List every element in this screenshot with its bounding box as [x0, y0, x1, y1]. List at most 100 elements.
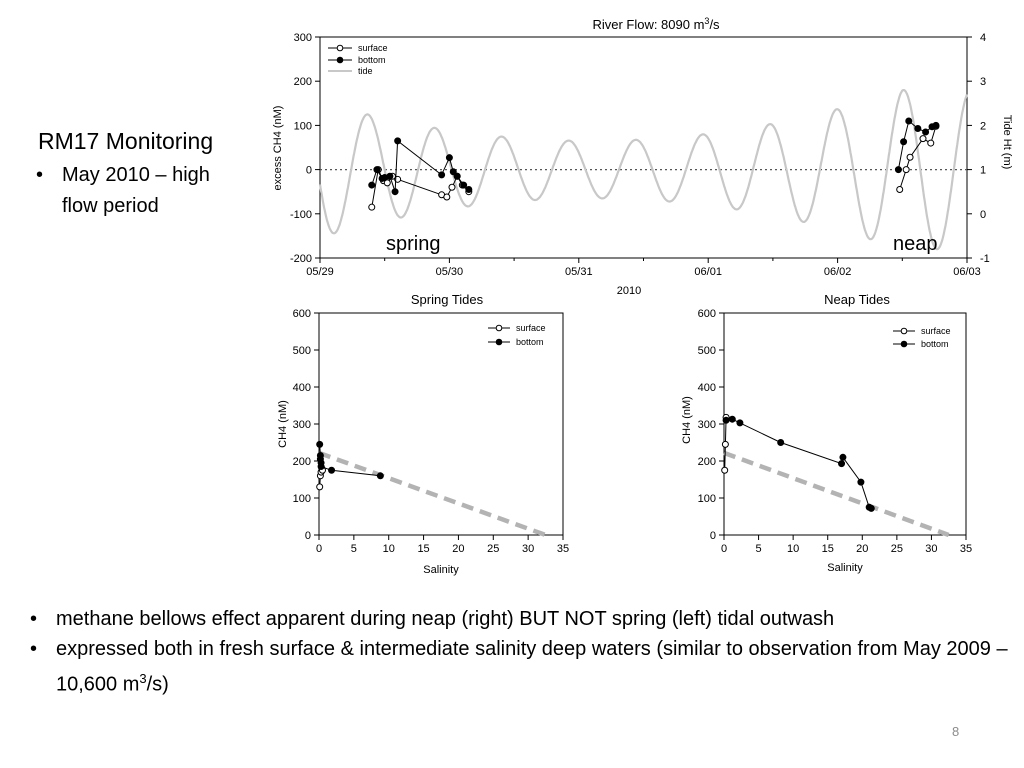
y-tick-label: -100: [290, 209, 312, 221]
chart1-title-suffix: /s: [709, 17, 720, 32]
y2-tick-label: 0: [980, 209, 986, 221]
y-tick-label: 300: [698, 419, 716, 431]
x-tick-label: 05/31: [565, 266, 593, 278]
bottom-point: [449, 168, 457, 176]
bottom-point: [316, 440, 324, 448]
x-tick-label: 10: [383, 543, 395, 555]
bottom-point: [394, 137, 402, 145]
y-tick-label: 0: [306, 165, 312, 177]
y-tick-label: 300: [293, 419, 311, 431]
y-tick-label: 200: [293, 456, 311, 468]
x-tick-label: 10: [787, 543, 799, 555]
bottom-point: [376, 472, 384, 480]
bottom-bullet-text-end: /s): [146, 673, 169, 696]
x-tick-label: 20: [856, 543, 868, 555]
x-tick-label: 25: [487, 543, 499, 555]
y-tick-label: 100: [293, 493, 311, 505]
chart2-legend: surface bottom: [488, 323, 546, 347]
spring-tides-chart: Spring Tides 0 5 10 15 20 25 30 35 0 100 200 300 400…: [277, 292, 569, 576]
legend-bottom-marker: [900, 340, 908, 348]
bottom-point: [894, 166, 902, 174]
chart3-ylabel: CH4 (nM): [681, 396, 693, 444]
bottom-bullet-text: methane bellows effect apparent during n…: [56, 608, 835, 630]
legend-surface-marker: [900, 327, 908, 335]
chart3-legend: surface bottom: [893, 326, 951, 349]
legend-surface-label: surface: [358, 43, 388, 53]
chart1-xlabel: 2010: [617, 285, 641, 297]
bottom-bullet-text: expressed both in fresh surface & interm…: [56, 638, 1008, 696]
bottom-point: [839, 453, 847, 461]
y-tick-label: 200: [698, 456, 716, 468]
surface-point: [906, 153, 914, 161]
x-tick-label: 30: [925, 543, 937, 555]
surface-point: [896, 185, 904, 193]
annotation-neap: neap: [893, 233, 938, 255]
title-bullet: May 2010 – high flow period: [30, 160, 250, 222]
x-tick-label: 05/30: [436, 266, 464, 278]
y-tick-label: 100: [294, 120, 312, 132]
x-tick-label: 15: [822, 543, 834, 555]
surface-point: [902, 166, 910, 174]
y-tick-label: 400: [293, 382, 311, 394]
legend-tide-label: tide: [358, 66, 373, 76]
bottom-point: [867, 504, 875, 512]
bottom-point: [736, 419, 744, 427]
legend-bottom-marker: [495, 338, 503, 346]
surface-point: [316, 483, 324, 491]
annotation-spring: spring: [386, 233, 440, 255]
bottom-point: [914, 124, 922, 132]
x-tick-label: 06/03: [953, 266, 981, 278]
x-tick-label: 5: [351, 543, 357, 555]
mixing-line: [723, 450, 950, 538]
x-tick-label: 0: [316, 543, 322, 555]
legend-surface-label: surface: [921, 326, 951, 336]
surface-point: [443, 193, 451, 201]
legend-surface-marker: [495, 324, 503, 332]
bottom-point: [857, 478, 865, 486]
neap-tides-chart: Neap Tides 0 5 10 15 20 25 30 35 0 100 200 300 400 50…: [681, 292, 972, 574]
bottom-point: [445, 154, 453, 162]
legend-bottom-label: bottom: [358, 55, 386, 65]
surface-point: [368, 203, 376, 211]
chart3-title: Neap Tides: [824, 292, 890, 307]
y2-tick-label: 4: [980, 32, 986, 44]
x-tick-label: 35: [557, 543, 569, 555]
bottom-point: [438, 171, 446, 179]
bottom-point: [386, 172, 394, 180]
x-tick-label: 35: [960, 543, 972, 555]
y-tick-label: 500: [293, 345, 311, 357]
x-tick-label: 06/02: [824, 266, 852, 278]
y2-tick-label: 3: [980, 76, 986, 88]
surface-point: [919, 135, 927, 143]
bottom-point: [932, 121, 940, 129]
y-tick-label: 0: [305, 530, 311, 542]
y-tick-label: 200: [294, 76, 312, 88]
bottom-point: [391, 188, 399, 196]
bottom-point: [328, 466, 336, 474]
bottom-point: [368, 181, 376, 189]
bottom-point: [900, 138, 908, 146]
chart1-title-superscript: 3: [704, 16, 709, 26]
chart1-y2label: Tide Ht (m): [1001, 115, 1013, 170]
x-tick-label: 5: [756, 543, 762, 555]
y-tick-label: 400: [698, 382, 716, 394]
y-tick-label: 600: [698, 308, 716, 320]
x-tick-label: 30: [522, 543, 534, 555]
surface-point: [448, 183, 456, 191]
y-tick-label: 600: [293, 308, 311, 320]
chart2-xlabel: Salinity: [423, 564, 459, 576]
chart1-ylabel: excess CH4 (nM): [272, 106, 284, 191]
bottom-point: [460, 181, 468, 189]
x-tick-label: 25: [891, 543, 903, 555]
bottom-bullet-list: methane bellows effect apparent during n…: [28, 604, 1018, 700]
legend-bottom-marker: [336, 56, 344, 64]
chart2-title: Spring Tides: [411, 292, 484, 307]
bottom-point: [838, 460, 846, 468]
slide-title: RM17 Monitoring: [38, 128, 214, 154]
bottom-point: [317, 463, 325, 471]
x-tick-label: 20: [452, 543, 464, 555]
bottom-point: [722, 416, 730, 424]
y-tick-label: 0: [710, 530, 716, 542]
chart1-legend: surface bottom tide: [328, 43, 388, 76]
